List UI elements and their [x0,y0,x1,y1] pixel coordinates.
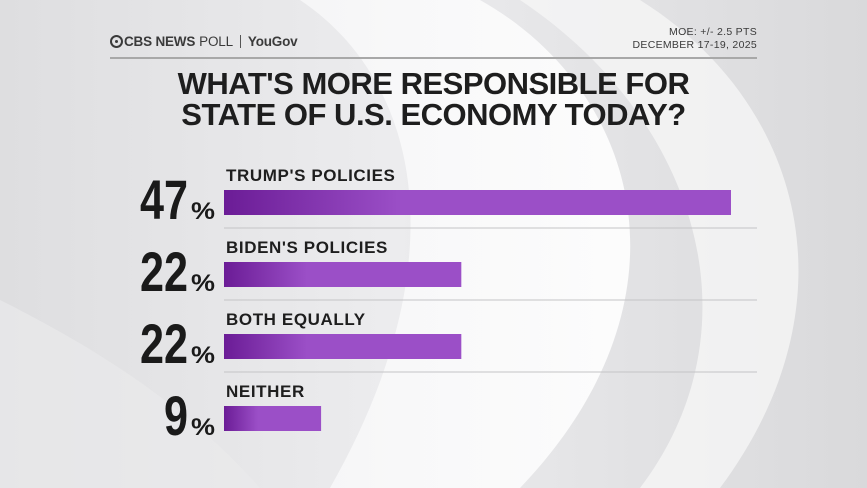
percent-sign: % [191,414,215,441]
chart-row: BIDEN'S POLICIES 22% [140,238,757,303]
category-label: BOTH EQUALLY [226,310,366,329]
percent-sign: % [191,270,215,297]
bar [224,406,322,431]
margin-of-error: MOE: +/- 2.5 PTS [669,26,757,38]
cbs-eye-icon [110,35,123,48]
header: CBS NEWS POLL YouGov MOE: +/- 2.5 PTS DE… [110,26,757,55]
category-label: TRUMP'S POLICIES [226,166,396,185]
bar [224,334,462,359]
percent-sign: % [191,198,215,225]
category-label: BIDEN'S POLICIES [226,238,388,257]
poll-dates: DECEMBER 17-19, 2025 [632,39,757,51]
bar [224,262,462,287]
chart-row: NEITHER 9% [164,382,322,447]
bar [224,190,731,215]
brand-suffix: POLL [199,34,233,49]
chart-row: TRUMP'S POLICIES 47% [140,166,757,231]
value-label: 47 [140,168,188,231]
value-label: 22 [140,312,188,375]
chart-title: WHAT'S MORE RESPONSIBLE FOR STATE OF U.S… [110,68,757,130]
brand-name: CBS NEWS [124,34,196,49]
brand-logo: CBS NEWS POLL YouGov [110,34,298,49]
brand-divider [239,35,241,48]
poll-info: MOE: +/- 2.5 PTS DECEMBER 17-19, 2025 [633,26,757,52]
category-label: NEITHER [226,382,305,401]
value-label: 22 [140,240,188,303]
value-label: 9 [164,384,188,447]
percent-sign: % [191,342,215,369]
title-line-2: STATE OF U.S. ECONOMY TODAY? [181,97,686,132]
partner-logo: YouGov [247,34,298,49]
chart-row: BOTH EQUALLY 22% [140,310,757,375]
title-line-1: WHAT'S MORE RESPONSIBLE FOR [177,66,690,101]
header-divider [110,57,757,59]
